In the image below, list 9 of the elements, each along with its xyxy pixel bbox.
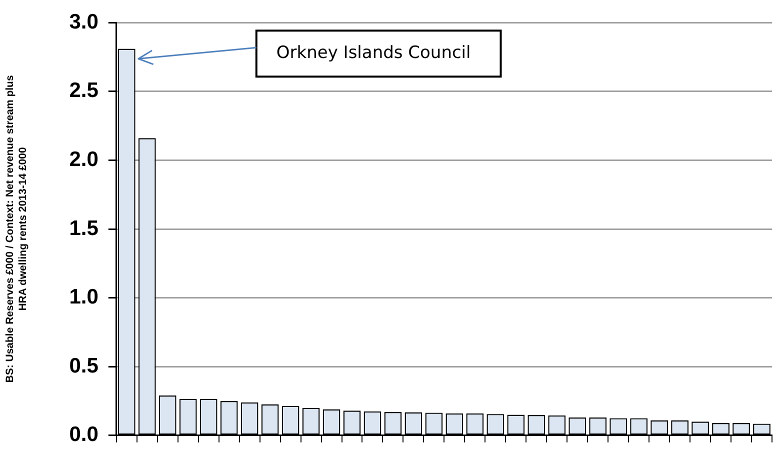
y-tick-label: 1.5 [69, 216, 99, 240]
y-tick-label: 2.5 [69, 79, 99, 102]
y-axis-title: BS: Usable Reserves £000 / Context: Net revenue stream plus HRA dwelling rents 2013-14 £000 [4, 75, 29, 383]
y-tick-label: 0.0 [69, 423, 98, 446]
annotation: Orkney Islands Council [276, 43, 471, 64]
y-tick-label: 1.0 [69, 286, 98, 309]
y-tick-label: 0.5 [69, 354, 99, 378]
y-tick-label: 3.0 [69, 10, 98, 34]
y-tick-label: 2.0 [69, 148, 98, 171]
